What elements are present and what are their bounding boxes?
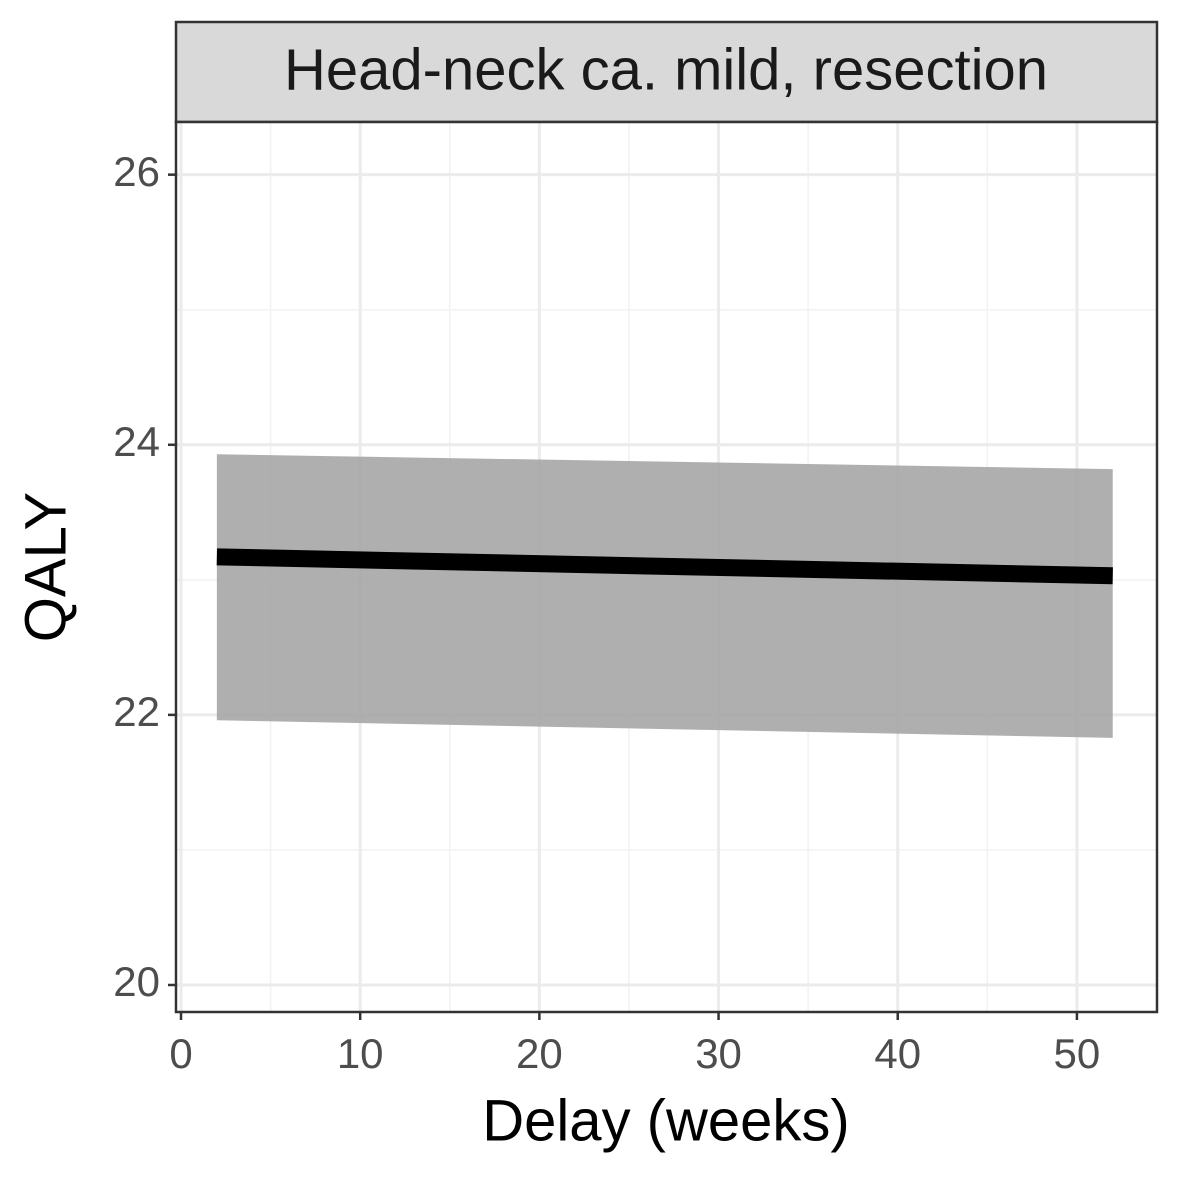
chart-title: Head-neck ca. mild, resection xyxy=(284,37,1048,102)
x-tick-label: 50 xyxy=(1054,1030,1101,1077)
y-tick-label: 20 xyxy=(113,958,160,1005)
x-tick-label: 20 xyxy=(516,1030,563,1077)
y-tick-label: 22 xyxy=(113,688,160,735)
x-tick-label: 30 xyxy=(695,1030,742,1077)
panel-border xyxy=(174,120,1159,1014)
x-tick-label: 40 xyxy=(874,1030,921,1077)
x-tick-label: 10 xyxy=(337,1030,384,1077)
x-axis-title: Delay (weeks) xyxy=(482,1088,849,1153)
confidence-band xyxy=(216,454,1113,738)
y-tick-label: 26 xyxy=(113,148,160,195)
strip xyxy=(174,20,1159,124)
line xyxy=(216,548,1113,585)
y-axis-title: QALY xyxy=(13,492,78,642)
x-tick-label: 0 xyxy=(169,1030,192,1077)
y-tick-label: 24 xyxy=(113,418,160,465)
